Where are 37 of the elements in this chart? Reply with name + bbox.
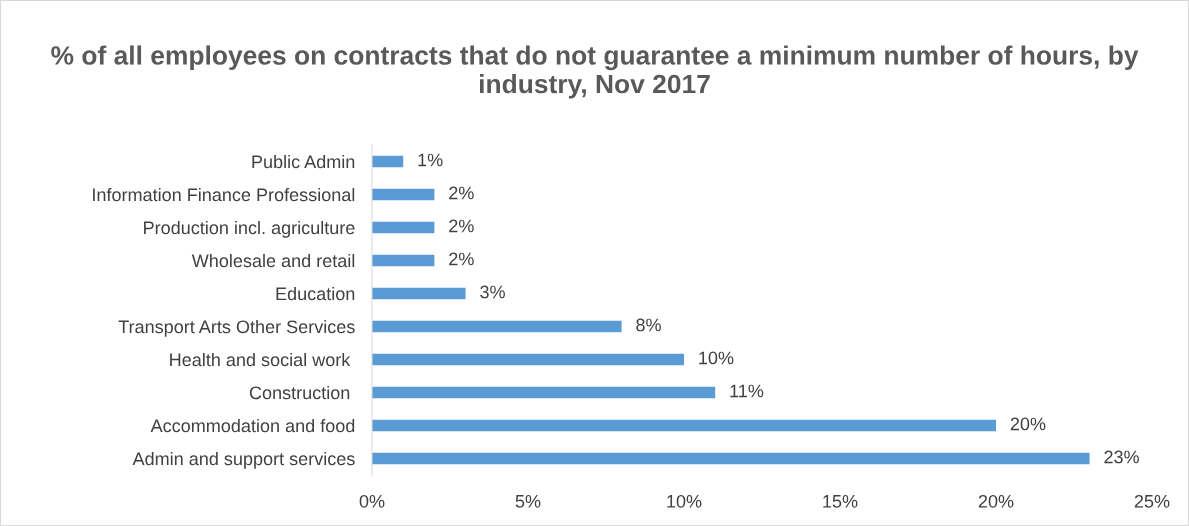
data-label: 11% [730,384,764,398]
bar [372,221,435,234]
x-tick-label: 0% [359,494,385,508]
bar [372,155,404,168]
x-tick-label: 15% [823,495,858,508]
data-label: 20% [1010,417,1046,431]
x-tick-label: 5% [515,495,541,508]
y-tick-label: Admin and support services [132,451,355,469]
data-label: 2% [449,219,474,233]
y-tick-label: Public Admin [252,154,355,169]
x-tick-label: 10% [667,494,702,508]
y-tick-label: Wholesale and retail [191,253,355,268]
y-tick-label: Health and social work [170,352,351,367]
data-label: 8% [636,318,661,332]
data-label: 23% [1104,450,1139,464]
bar [372,320,622,333]
bar [372,452,1090,465]
chart-title: % of all employees on contracts that do not guarantee a minimum number of hours, by industry, Nov 2017 [51,45,1139,99]
bar [372,353,684,366]
y-tick-label: Education [276,286,355,301]
y-tick-label: Construction [249,385,350,400]
bar [372,254,435,267]
data-label: 10% [699,351,734,365]
bar [372,386,716,399]
y-tick-label: Transport Arts Other Services [118,319,355,337]
data-label: 2% [449,186,474,200]
bar [372,419,996,432]
data-label: 1% [418,153,443,167]
bar [372,188,435,201]
y-tick-label: Information Finance Professional [93,187,355,202]
data-label: 3% [480,285,505,299]
y-tick-label: Accommodation and food [150,418,355,433]
x-tick-label: 20% [978,494,1014,508]
y-tick-label: Production incl. agriculture [144,220,355,238]
x-tick-label: 25% [1134,494,1170,508]
bar [372,287,466,300]
data-label: 2% [449,252,474,266]
